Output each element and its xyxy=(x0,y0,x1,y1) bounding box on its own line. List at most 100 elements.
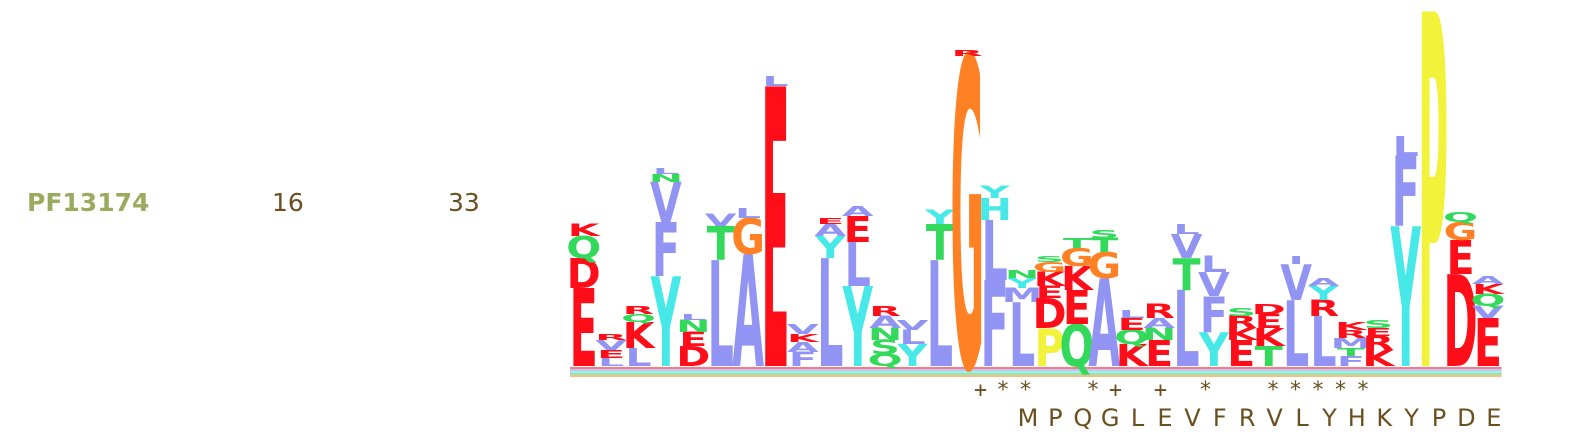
consensus-residue: D xyxy=(1457,404,1475,432)
logo-letter-Q: Q xyxy=(1443,210,1478,226)
logo-letter-V: V xyxy=(1198,265,1230,304)
logo-letter-L: L xyxy=(1201,251,1227,277)
logo-letter-Y: Y xyxy=(979,183,1011,202)
logo-letter-Q: Q xyxy=(1114,326,1149,349)
logo-letter-L: L xyxy=(735,206,761,222)
logo-letter-F: F xyxy=(652,208,680,295)
logo-letter-T: T xyxy=(1255,342,1283,373)
logo-letter-S: S xyxy=(870,336,900,359)
logo-letter-T: T xyxy=(1063,236,1091,252)
logo-letter-S: S xyxy=(1035,254,1065,264)
annotation-marker: * xyxy=(996,378,1009,403)
logo-letter-G: G xyxy=(1033,260,1067,276)
logo-letter-K: K xyxy=(1335,320,1369,333)
logo-letter-K: K xyxy=(1116,339,1149,373)
consensus-residue: K xyxy=(1376,404,1393,432)
logo-baseline-strip xyxy=(570,369,1502,371)
consensus-residue: H xyxy=(1348,404,1366,432)
logo-letter-K: K xyxy=(1472,282,1506,298)
logo-letter-R: R xyxy=(623,304,655,317)
logo-letter-R: R xyxy=(1225,313,1257,332)
logo-letter-N: N xyxy=(649,172,683,185)
logo-letter-I: I xyxy=(1288,254,1303,267)
logo-letter-L: L xyxy=(625,343,651,371)
logo-letter-E: E xyxy=(1118,315,1146,334)
logo-letter-S: S xyxy=(1227,306,1257,319)
logo-letter-K: K xyxy=(1362,345,1396,371)
logo-letter-T: T xyxy=(1090,234,1118,257)
logo-letter-K: K xyxy=(1061,259,1094,298)
logo-letter-Q: Q xyxy=(568,231,601,265)
logo-letter-L: L xyxy=(680,312,706,322)
logo-letter-R: R xyxy=(869,304,901,320)
logo-letter-S: S xyxy=(1090,228,1120,241)
start-position: 16 xyxy=(272,188,304,217)
logo-letter-V: V xyxy=(595,338,627,354)
logo-letter-K: K xyxy=(1034,268,1067,291)
consensus-residue: Y xyxy=(1321,404,1337,432)
logo-letter-L: L xyxy=(1310,304,1336,383)
consensus-residue: R xyxy=(1239,404,1256,432)
logo-letter-A: A xyxy=(869,313,902,332)
annotation-marker: * xyxy=(1199,378,1212,403)
logo-letter-K: K xyxy=(1225,325,1259,344)
logo-letter-G: G xyxy=(731,208,765,266)
logo-letter-V: V xyxy=(650,172,682,235)
logo-letter-N: N xyxy=(676,317,710,336)
annotation-marker: * xyxy=(1334,378,1347,403)
logo-letter-L: L xyxy=(817,228,843,401)
logo-letter-Y: Y xyxy=(1006,276,1038,292)
logo-letter-E: E xyxy=(1145,334,1173,376)
logo-letter-L: L xyxy=(653,166,679,176)
logo-letter-L: L xyxy=(982,205,1008,300)
logo-letter-Q: Q xyxy=(1059,313,1094,380)
annotation-marker: * xyxy=(1266,378,1279,403)
logo-letter-E: E xyxy=(1063,282,1091,336)
logo-letter-R: R xyxy=(1308,295,1340,321)
logo-baseline-strip xyxy=(570,373,1502,375)
logo-letter-F: F xyxy=(789,348,817,371)
logo-letter-R: R xyxy=(1362,332,1394,355)
logo-letter-E: E xyxy=(1446,232,1474,286)
logo-letter-A: A xyxy=(842,204,874,220)
logo-letter-E: E xyxy=(1474,305,1502,382)
consensus-residue: L xyxy=(1131,404,1145,432)
consensus-residue: Y xyxy=(1403,404,1419,432)
logo-letter-E: E xyxy=(1255,310,1283,333)
logo-letter-E: E xyxy=(816,216,844,226)
logo-letter-L: L xyxy=(927,233,953,402)
logo-letter-E: E xyxy=(844,210,872,252)
logo-letter-G: G xyxy=(950,0,984,446)
logo-letter-L: L xyxy=(1173,270,1199,391)
logo-letter-E: E xyxy=(597,348,625,361)
logo-letter-D: D xyxy=(1443,250,1477,397)
consensus-residue: Q xyxy=(1073,404,1092,432)
consensus-residue: P xyxy=(1048,404,1062,432)
logo-baseline-strip xyxy=(570,367,1502,369)
consensus-residue: P xyxy=(1432,404,1446,432)
logo-letter-L: L xyxy=(1173,222,1199,238)
logo-letter-E: E xyxy=(1364,326,1392,339)
logo-letter-T: T xyxy=(1337,346,1366,359)
logo-letter-P: P xyxy=(1418,0,1448,446)
logo-letter-F: F xyxy=(1337,354,1365,370)
logo-letter-Y: Y xyxy=(1307,282,1339,305)
consensus-residue: F xyxy=(1213,404,1227,432)
annotation-marker: * xyxy=(1019,378,1032,403)
logo-letter-G: G xyxy=(1087,246,1121,288)
logo-letter-A: A xyxy=(787,340,819,356)
logo-letter-Y: Y xyxy=(1198,324,1230,378)
logo-letter-K: K xyxy=(568,221,602,240)
logo-letter-V: V xyxy=(1280,254,1312,312)
logo-letter-A: A xyxy=(1308,276,1341,289)
annotation-marker: + xyxy=(974,378,987,403)
logo-letter-D: D xyxy=(1032,290,1066,338)
pfam-family-id[interactable]: PF13174 xyxy=(27,188,150,217)
logo-letter-D: D xyxy=(568,250,601,298)
logo-letter-F: F xyxy=(1200,286,1228,344)
logo-letter-V: V xyxy=(1472,303,1505,322)
annotation-marker: * xyxy=(1356,378,1369,403)
annotation-marker: * xyxy=(1289,378,1302,403)
logo-letter-L: L xyxy=(1393,132,1419,163)
